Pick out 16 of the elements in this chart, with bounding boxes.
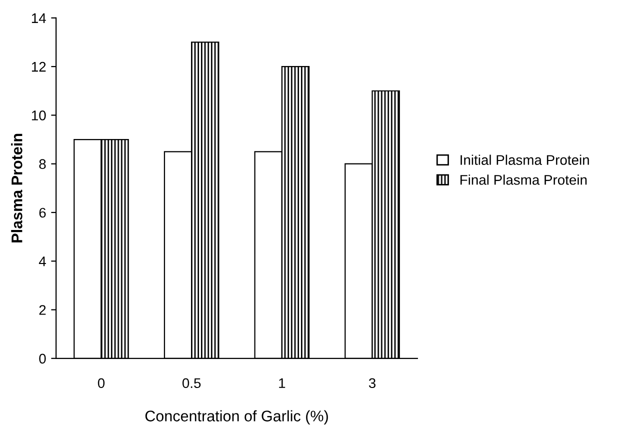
y-tick-label: 14 (32, 13, 46, 23)
y-tick-label: 10 (32, 110, 46, 120)
legend-label: Initial Plasma Protein (460, 154, 589, 165)
y-axis-title: Plasma Protein (11, 134, 22, 242)
legend-label: Final Plasma Protein (460, 174, 587, 185)
x-tick-label: 0.5 (182, 378, 201, 388)
y-tick-label: 12 (32, 62, 46, 72)
y-tick-label: 6 (39, 208, 46, 218)
x-tick-label: 3 (368, 378, 376, 388)
x-tick-label: 1 (279, 378, 286, 388)
y-tick-label: 8 (39, 159, 46, 170)
x-tick-label: 0 (98, 378, 105, 388)
y-tick-label: 4 (38, 256, 46, 266)
y-tick-label: 2 (39, 305, 46, 315)
y-tick-label: 0 (39, 354, 46, 364)
x-axis-title: Concentration of Garlic (%) (145, 410, 328, 424)
